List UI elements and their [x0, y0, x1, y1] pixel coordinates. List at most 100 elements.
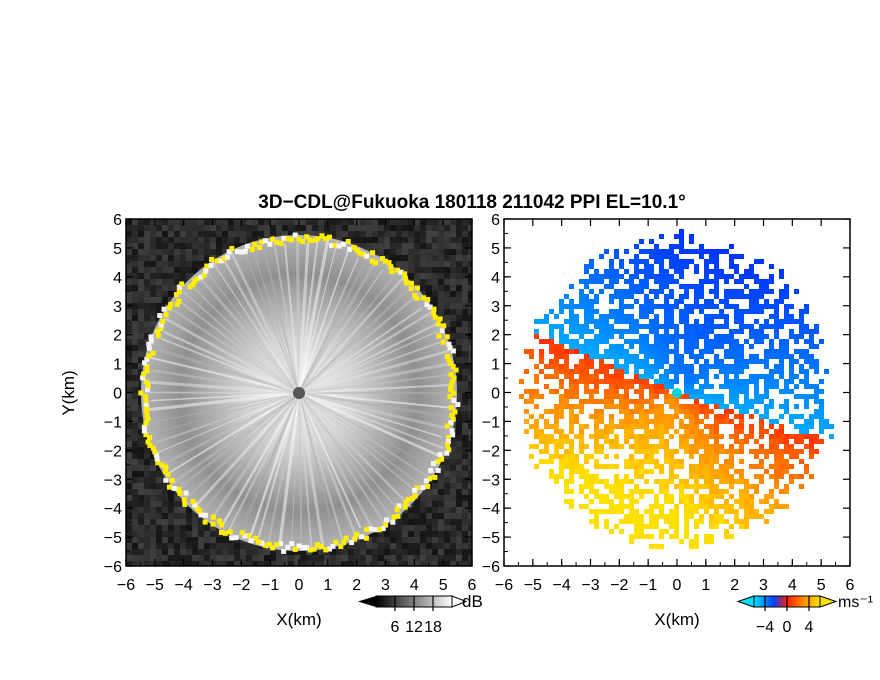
noise-cell	[180, 225, 186, 231]
velocity-cell	[564, 349, 569, 354]
noise-cell	[150, 525, 156, 531]
noise-cell	[342, 225, 348, 231]
velocity-cell	[644, 344, 649, 349]
edge-cell	[141, 424, 147, 430]
intensity-ray	[298, 275, 406, 394]
velocity-cell	[689, 234, 694, 239]
noise-cell	[204, 537, 210, 543]
noise-cell	[450, 543, 456, 549]
velocity-cell	[624, 364, 629, 369]
velocity-cell	[704, 384, 709, 389]
noise-cell	[168, 237, 174, 243]
noise-cell	[432, 549, 438, 555]
noise-cell	[144, 495, 150, 501]
noise-cell	[444, 549, 450, 555]
velocity-cell	[714, 294, 719, 299]
noise-cell	[144, 327, 150, 333]
velocity-cell	[634, 374, 639, 379]
velocity-cell	[644, 364, 649, 369]
noise-cell	[462, 513, 468, 519]
noise-cell	[138, 321, 144, 327]
edge-cell	[270, 545, 276, 551]
velocity-cell	[584, 304, 589, 309]
noise-cell	[162, 225, 168, 231]
noise-cell	[174, 543, 180, 549]
noise-cell	[390, 549, 396, 555]
noise-cell	[318, 555, 324, 561]
velocity-cell	[664, 329, 669, 334]
noise-cell	[462, 219, 468, 225]
velocity-cell	[674, 304, 679, 309]
noise-cell	[432, 255, 438, 261]
velocity-cell	[549, 359, 554, 364]
noise-cell	[444, 501, 450, 507]
velocity-cell	[624, 409, 629, 414]
velocity-cell	[804, 374, 809, 379]
velocity-cell	[584, 379, 589, 384]
velocity-cell	[784, 304, 789, 309]
noise-cell	[186, 549, 192, 555]
velocity-cell	[534, 404, 539, 409]
velocity-cell	[729, 399, 734, 404]
edge-cell	[396, 503, 402, 509]
velocity-cell	[654, 369, 659, 374]
intensity-ray	[146, 380, 300, 395]
noise-cell	[156, 537, 162, 543]
velocity-cell	[664, 359, 669, 364]
noise-cell	[180, 255, 186, 261]
noise-cell	[456, 489, 462, 495]
velocity-cell	[679, 264, 684, 269]
noise-cell	[438, 279, 444, 285]
edge-cell	[218, 529, 224, 535]
edge-cell	[351, 244, 357, 250]
velocity-cell	[584, 329, 589, 334]
noise-cell	[426, 519, 432, 525]
noise-cell	[192, 513, 198, 519]
velocity-cell	[739, 349, 744, 354]
noise-cell	[414, 525, 420, 531]
noise-cell	[432, 297, 438, 303]
noise-cell	[216, 231, 222, 237]
velocity-cell	[814, 359, 819, 364]
noise-cell	[168, 495, 174, 501]
noise-cell	[420, 495, 426, 501]
edge-cell	[177, 490, 183, 496]
noise-cell	[468, 327, 472, 333]
velocity-cell	[564, 294, 569, 299]
noise-cell	[444, 303, 450, 309]
noise-cell	[138, 513, 144, 519]
noise-cell	[162, 489, 168, 495]
velocity-cell	[609, 334, 614, 339]
noise-cell	[312, 549, 318, 555]
noise-cell	[390, 249, 396, 255]
noise-cell	[438, 501, 444, 507]
edge-cell	[289, 237, 295, 243]
velocity-cell	[764, 304, 769, 309]
velocity-cell	[764, 349, 769, 354]
noise-cell	[144, 315, 150, 321]
noise-cell	[138, 255, 144, 261]
velocity-cell	[584, 314, 589, 319]
velocity-cell	[634, 379, 639, 384]
velocity-cell	[609, 344, 614, 349]
velocity-cell	[679, 404, 684, 409]
noise-cell	[456, 453, 462, 459]
edge-cell	[204, 263, 210, 269]
noise-cell	[126, 249, 132, 255]
noise-cell	[390, 231, 396, 237]
edge-cell	[354, 531, 360, 537]
velocity-cell	[684, 389, 689, 394]
velocity-cell	[714, 399, 719, 404]
velocity-cell	[574, 404, 579, 409]
velocity-cell	[789, 304, 794, 309]
noise-cell	[252, 549, 258, 555]
velocity-cell	[814, 384, 819, 389]
velocity-cell	[799, 314, 804, 319]
noise-cell	[420, 285, 426, 291]
noise-cell	[156, 273, 162, 279]
noise-cell	[432, 555, 438, 561]
noise-cell	[174, 249, 180, 255]
noise-cell	[456, 441, 462, 447]
velocity-cell	[549, 364, 554, 369]
noise-cell	[168, 249, 174, 255]
